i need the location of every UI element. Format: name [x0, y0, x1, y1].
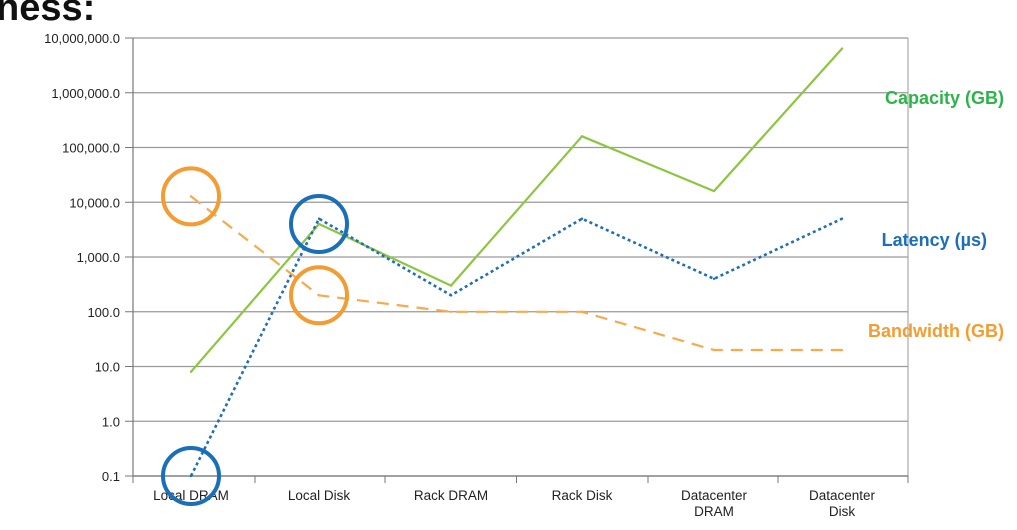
- data-point: [317, 294, 321, 297]
- series-line: [190, 195, 842, 352]
- data-point: [580, 217, 584, 220]
- data-point: [189, 195, 193, 198]
- data-point: [840, 47, 844, 50]
- highlight-circle: [289, 265, 349, 326]
- header-fragment: ness:: [0, 0, 95, 29]
- data-point: [580, 135, 584, 138]
- series-label: Latency (µs): [882, 230, 987, 250]
- data-point: [449, 294, 453, 297]
- data-point: [189, 474, 193, 478]
- y-tick-label: 1,000.0: [77, 250, 120, 265]
- y-tick-label: 10.0: [95, 360, 120, 375]
- series-layer: [189, 47, 844, 478]
- highlight-circle: [161, 166, 221, 227]
- data-point: [580, 310, 584, 313]
- data-point: [317, 217, 321, 220]
- data-point: [449, 310, 453, 313]
- y-tick-label: 1,000,000.0: [51, 86, 120, 101]
- x-tick-label: Local DRAM: [153, 488, 229, 503]
- y-tick-label: 10,000,000.0: [44, 31, 120, 46]
- data-point: [712, 348, 716, 352]
- series-label-layer: Capacity (GB) Latency (µs) Bandwidth (GB): [868, 88, 1004, 341]
- highlight-circle: [161, 446, 221, 506]
- x-tick-label: Local Disk: [288, 488, 351, 503]
- series-label: Bandwidth (GB): [868, 321, 1004, 341]
- x-tick-label: Datacenter Disk: [809, 488, 876, 519]
- y-tick-label: 100.0: [87, 305, 120, 320]
- data-point: [189, 370, 193, 374]
- data-point: [840, 348, 844, 352]
- y-tick-label: 1.0: [102, 414, 120, 429]
- x-tick-label: Rack Disk: [552, 488, 613, 503]
- series-line: [190, 47, 843, 373]
- data-point: [317, 222, 321, 226]
- x-tick-label: Datacenter DRAM: [681, 488, 748, 519]
- highlight-circle: [289, 194, 349, 255]
- y-tick-label: 0.1: [102, 469, 120, 484]
- data-point: [712, 277, 716, 280]
- data-point: [712, 189, 716, 193]
- y-tick-label: 100,000.0: [62, 141, 120, 156]
- y-tick-label: 10,000.0: [69, 195, 120, 210]
- annotation-layer: [161, 166, 349, 506]
- series-label: Capacity (GB): [885, 88, 1004, 108]
- data-point: [449, 284, 453, 287]
- axis-layer: 10,000,000.0 1,000,000.0 100,000.0 10,000.0…: [44, 31, 909, 519]
- x-tick-label: Rack DRAM: [414, 488, 488, 503]
- data-point: [840, 217, 844, 220]
